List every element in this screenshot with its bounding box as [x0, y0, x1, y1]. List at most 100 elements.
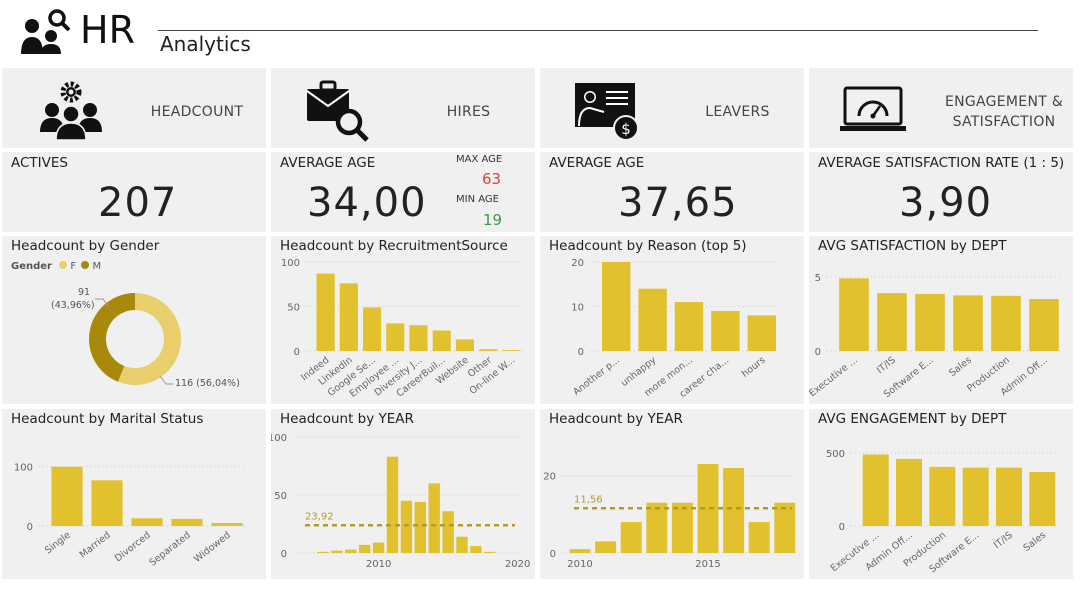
x-tick-label: hours: [740, 355, 768, 380]
chart-title: Headcount by YEAR: [549, 411, 683, 427]
chart-engagement: AVG ENGAGEMENT by DEPT 0 500 Executive ...…: [809, 409, 1073, 579]
donut-slice-m: [89, 293, 135, 382]
bar-software-e-: [962, 467, 989, 526]
bar-linkedin: [339, 283, 358, 351]
y-tick-label: 100: [281, 258, 300, 269]
bar-2006: [317, 551, 329, 553]
y-tick-label: 500: [826, 449, 845, 460]
chart-leavers-year: Headcount by YEAR 0 20 2010 2015 11,56: [540, 409, 804, 579]
bar-indeed: [316, 273, 335, 351]
y-tick-label: 20: [571, 258, 584, 269]
bar-2018: [774, 502, 796, 553]
x-tick-label: Executive ...: [809, 355, 860, 400]
section-hires[interactable]: HIRES: [271, 68, 535, 148]
kpi-label: ACTIVES: [11, 155, 68, 171]
kpi-value: 34,00: [307, 180, 427, 226]
svg-text:$: $: [621, 120, 631, 138]
bar-2016: [723, 467, 745, 553]
x-tick-label: Sales: [947, 355, 974, 379]
bar-sales: [953, 295, 983, 351]
app-subtitle: Analytics: [160, 32, 251, 56]
bar-unhappy: [638, 288, 667, 351]
y-tick-label: 20: [543, 472, 556, 483]
chart-title: Headcount by Marital Status: [11, 411, 204, 427]
label-f: 116 (56,04%): [175, 378, 240, 389]
bar-it-is: [996, 467, 1022, 526]
bar-2011: [595, 541, 617, 553]
chart-title: Headcount by Gender: [11, 238, 160, 254]
bar-more-mon-: [674, 302, 704, 351]
header-divider: [158, 30, 1038, 31]
legend: Gender F M: [11, 261, 101, 272]
max-age-value: 63: [482, 170, 502, 188]
y-tick-label: 5: [815, 273, 821, 284]
y-tick-label: 10: [571, 303, 584, 314]
bar-diversity-j-: [409, 325, 428, 351]
y-tick-label: 50: [287, 303, 300, 314]
label-m-count: 91: [78, 287, 91, 298]
kpi-label: AVERAGE AGE: [280, 155, 376, 171]
bar-production: [991, 295, 1021, 351]
bar-hours: [747, 315, 776, 351]
chart-recruitment: Headcount by RecruitmentSource 0 50 100 Ind…: [271, 236, 535, 404]
team-gear-icon: [38, 80, 104, 144]
bar-2010: [372, 542, 385, 553]
kpi-label: AVERAGE SATISFACTION RATE (1 : 5): [818, 155, 1065, 171]
section-label: LEAVERS: [705, 104, 770, 120]
section-leavers[interactable]: $ LEAVERS: [540, 68, 804, 148]
chart-reason: Headcount by Reason (top 5) 0 10 20 Another…: [540, 236, 804, 404]
x-tick-label: IT/IS: [875, 355, 898, 376]
section-engagement[interactable]: ENGAGEMENT & SATISFACTION: [809, 68, 1073, 148]
bar-2013: [414, 501, 426, 553]
chart-satisfaction: AVG SATISFACTION by DEPT 0 5 Executive ...…: [809, 236, 1073, 404]
kpi-hires-average-age: AVERAGE AGE 34,00 MAX AGE 63 MIN AGE 19: [271, 152, 535, 232]
bar-careerbuil-: [432, 330, 451, 351]
bar-2018: [484, 551, 496, 553]
bar-2015: [697, 464, 719, 553]
bar-widowed: [211, 523, 243, 526]
kpi-satisfaction: AVERAGE SATISFACTION RATE (1 : 5) 3,90: [809, 152, 1073, 232]
x-tick-label: IT/IS: [992, 530, 1015, 551]
bar-admin-off-: [896, 458, 922, 526]
bar-employee-: [386, 323, 405, 351]
kpi-value: 207: [98, 180, 178, 226]
min-age-value: 19: [483, 211, 503, 229]
hr-logo-icon: [20, 6, 72, 56]
y-tick-label: 0: [27, 522, 33, 533]
bar-2009: [359, 544, 371, 553]
bar-it-is: [877, 293, 907, 351]
bar-2013: [646, 502, 668, 553]
legend-f[interactable]: F: [70, 261, 77, 272]
chart-title: AVG SATISFACTION by DEPT: [818, 238, 1007, 254]
kpi-value: 37,65: [618, 180, 738, 226]
average-label: 11,56: [574, 494, 603, 505]
x-tick-label: 2015: [695, 559, 720, 570]
legend-m[interactable]: M: [92, 261, 102, 272]
chart-hires-year: Headcount by YEAR 0 50 100 2010 2020 23,92: [271, 409, 535, 579]
chart-title: Headcount by RecruitmentSource: [280, 238, 508, 254]
section-label: ENGAGEMENT & SATISFACTION: [944, 94, 1064, 130]
bar-2017: [470, 546, 482, 553]
x-tick-label: Widowed: [192, 530, 233, 565]
section-headcount[interactable]: HEADCOUNT: [2, 68, 266, 148]
legend-title: Gender: [11, 261, 52, 272]
bar-2012: [620, 522, 642, 553]
leavers-year-bar-chart: 0 20 2010 2015 11,56: [543, 464, 798, 570]
y-tick-label: 0: [550, 549, 556, 560]
chart-gender: Headcount by Gender Gender F M 91 (43,96…: [2, 236, 266, 404]
bar-production: [929, 466, 956, 526]
max-age-label: MAX AGE: [456, 154, 503, 165]
chart-title: Headcount by YEAR: [280, 411, 414, 427]
laptop-gauge-icon: [839, 86, 907, 138]
x-tick-label: 2010: [366, 559, 391, 570]
section-label: HEADCOUNT: [150, 104, 244, 120]
y-tick-label: 0: [815, 347, 821, 358]
bar-single: [51, 466, 83, 526]
app-title: HR: [80, 8, 135, 52]
chart-title: AVG ENGAGEMENT by DEPT: [818, 411, 1007, 427]
bar-2007: [331, 550, 343, 553]
